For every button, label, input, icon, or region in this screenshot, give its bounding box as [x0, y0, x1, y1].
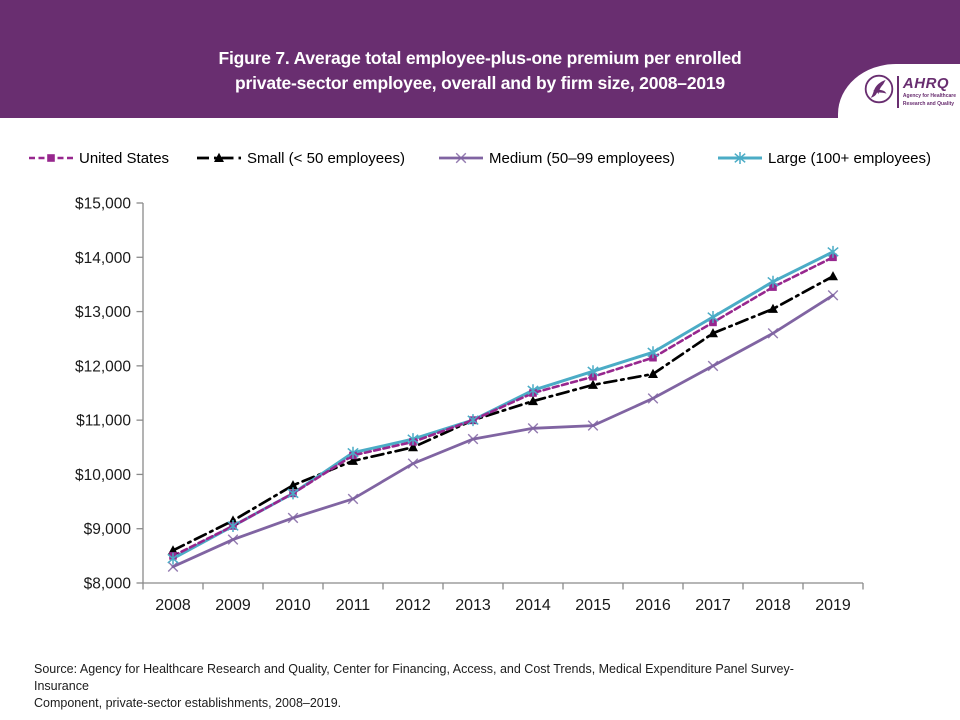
x-marker	[455, 152, 467, 164]
svg-text:2010: 2010	[275, 597, 311, 614]
header-banner: Figure 7. Average total employee-plus-on…	[0, 0, 960, 118]
svg-text:$10,000: $10,000	[75, 467, 131, 484]
triangle-marker	[348, 455, 358, 465]
series-line-small	[171, 274, 835, 552]
asterisk-marker	[734, 152, 746, 164]
chart: $8,000 $9,000 $10,000 $11,000 $12,000 $13,000…	[0, 185, 960, 635]
legend-swatch-medium	[439, 152, 483, 164]
svg-text:2018: 2018	[755, 597, 791, 614]
y-tick-labels: $8,000 $9,000 $10,000 $11,000 $12,000 $13,000…	[75, 196, 131, 593]
series-markers-medium	[167, 290, 839, 572]
x-marker	[707, 360, 719, 372]
x-marker	[407, 458, 419, 469]
asterisk-marker	[167, 552, 179, 565]
asterisk-marker	[287, 487, 299, 500]
series-markers-large	[167, 245, 839, 565]
legend-item-large: Large (100+ employees)	[717, 146, 931, 170]
legend-label-large: Large (100+ employees)	[768, 149, 932, 167]
x-marker	[587, 420, 599, 431]
legend: United States Small (< 50 employees) Mediu…	[0, 146, 960, 170]
svg-text:$12,000: $12,000	[75, 358, 131, 375]
legend-item-small: Small (< 50 employees)	[196, 146, 405, 170]
svg-text:2011: 2011	[336, 597, 371, 614]
x-marker	[167, 561, 179, 572]
svg-text:$15,000: $15,000	[75, 196, 131, 213]
asterisk-marker	[587, 365, 599, 378]
logo-divider	[896, 75, 899, 108]
x-marker	[347, 493, 359, 505]
triangle-marker	[588, 379, 598, 389]
legend-swatch-large	[718, 152, 762, 164]
x-marker	[767, 328, 779, 339]
x-marker	[227, 534, 239, 545]
asterisk-marker	[227, 520, 239, 532]
svg-text:$13,000: $13,000	[75, 304, 131, 321]
series-line-medium	[171, 293, 835, 569]
svg-text:2016: 2016	[635, 597, 671, 614]
svg-text:2014: 2014	[515, 597, 551, 614]
triangle-marker	[768, 303, 778, 313]
series-line-us	[171, 256, 835, 558]
figure-title-line2: private-sector employee, overall and by …	[235, 72, 725, 93]
asterisk-marker	[467, 414, 479, 427]
ahrq-tagline-line2: Research and Quality	[902, 101, 955, 107]
asterisk-marker	[527, 384, 539, 397]
svg-text:2012: 2012	[395, 597, 431, 614]
ahrq-wordmark: AHRQ	[902, 74, 950, 92]
asterisk-marker	[647, 346, 659, 359]
triangle-marker	[708, 328, 718, 338]
source-note: Source: Agency for Healthcare Research a…	[34, 661, 834, 712]
triangle-marker	[408, 442, 418, 452]
svg-text:$14,000: $14,000	[75, 250, 131, 267]
legend-label-small: Small (< 50 employees)	[247, 149, 405, 167]
svg-text:2009: 2009	[215, 597, 251, 614]
legend-swatch-us	[29, 154, 73, 162]
x-marker	[827, 290, 839, 301]
chart-svg: $8,000 $9,000 $10,000 $11,000 $12,000 $13,000…	[75, 196, 864, 614]
asterisk-marker	[827, 245, 839, 258]
legend-swatch-small	[197, 152, 241, 162]
svg-text:2008: 2008	[155, 597, 191, 614]
svg-text:2015: 2015	[575, 597, 611, 614]
triangle-marker	[828, 271, 838, 281]
asterisk-marker	[707, 311, 719, 323]
source-line2: Component, private-sector establishments…	[34, 696, 342, 710]
triangle-marker	[528, 395, 538, 406]
svg-text:2013: 2013	[455, 597, 491, 614]
square-marker	[47, 154, 55, 162]
x-marker	[287, 512, 299, 524]
figure-title-line1: Figure 7. Average total employee-plus-on…	[218, 48, 742, 68]
triangle-marker	[648, 368, 658, 378]
svg-text:$11,000: $11,000	[76, 413, 131, 430]
hhs-eagle-icon	[864, 74, 894, 109]
ahrq-tagline-line1: Agency for Healthcare	[902, 92, 956, 99]
x-tick-labels: 2008 2009 2010 2011 2012 2013 2014 2015 2016 2017…	[155, 597, 851, 614]
figure-title: Figure 7. Average total employee-plus-on…	[0, 46, 960, 96]
x-marker	[467, 433, 479, 445]
x-marker	[647, 393, 659, 404]
asterisk-marker	[347, 446, 359, 459]
triangle-marker	[214, 152, 224, 162]
asterisk-marker	[767, 275, 779, 288]
source-line1: Source: Agency for Healthcare Research a…	[34, 662, 794, 693]
svg-text:2017: 2017	[695, 597, 731, 614]
legend-item-us: United States	[28, 146, 169, 170]
legend-label-us: United States	[79, 149, 170, 167]
svg-text:2019: 2019	[815, 597, 851, 614]
series-markers-small	[168, 271, 838, 555]
asterisk-marker	[407, 433, 419, 446]
triangle-marker	[288, 480, 298, 490]
svg-text:$8,000: $8,000	[84, 576, 132, 593]
legend-label-medium: Medium (50–99 employees)	[489, 149, 675, 167]
x-marker	[527, 423, 539, 434]
svg-text:$9,000: $9,000	[84, 521, 132, 538]
legend-item-medium: Medium (50–99 employees)	[438, 146, 675, 170]
